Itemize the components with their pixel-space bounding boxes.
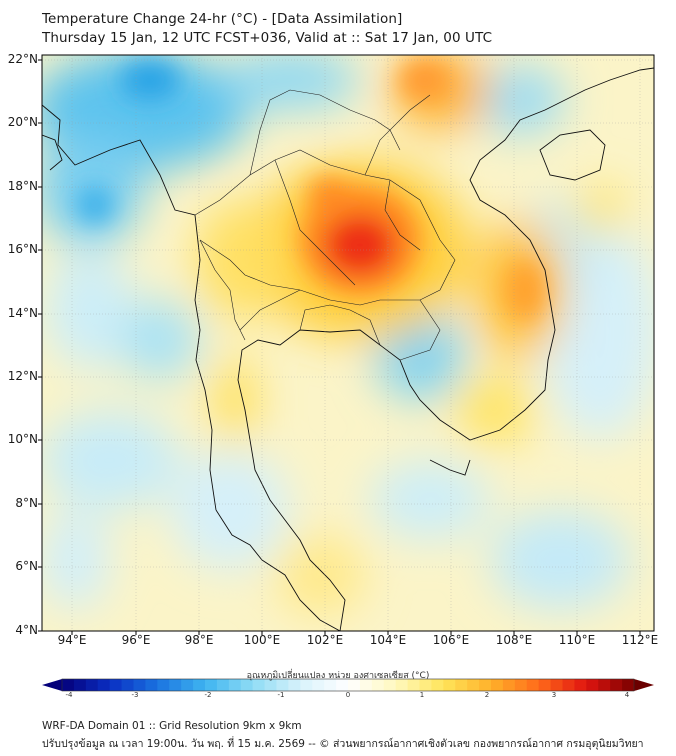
lon-label: 96°E bbox=[121, 633, 151, 647]
lat-label: 22°N bbox=[7, 52, 38, 66]
colorbar-cell bbox=[300, 679, 313, 691]
colorbar-cell bbox=[502, 679, 516, 691]
colorbar-tick: -4 bbox=[65, 691, 73, 699]
colorbar-tick: 3 bbox=[551, 691, 557, 699]
colorbar-tick: -2 bbox=[204, 691, 212, 699]
colorbar-cell bbox=[62, 679, 75, 691]
colorbar-cell bbox=[574, 679, 587, 691]
lat-label: 14°N bbox=[7, 306, 38, 320]
colorbar-tick: -1 bbox=[277, 691, 285, 699]
colorbar-tick: 2 bbox=[484, 691, 490, 699]
lon-label: 110°E bbox=[558, 633, 596, 647]
colorbar-cell bbox=[288, 679, 301, 691]
colorbar-cell bbox=[479, 679, 492, 691]
colorbar-cell bbox=[395, 679, 408, 691]
colorbar-cell bbox=[121, 679, 134, 691]
colorbar-cell bbox=[514, 679, 528, 691]
colorbar-cell bbox=[348, 679, 361, 691]
lat-label: 10°N bbox=[7, 432, 38, 446]
colorbar-low-arrow bbox=[42, 679, 62, 691]
colorbar-cell bbox=[491, 679, 504, 691]
colorbar-cell bbox=[228, 679, 242, 691]
colorbar-cell bbox=[97, 679, 111, 691]
colorbar-cell bbox=[407, 679, 420, 691]
colorbar-cell bbox=[383, 679, 397, 691]
colorbar-cell bbox=[264, 679, 277, 691]
colorbar-cell bbox=[359, 679, 373, 691]
colorbar-cell bbox=[240, 679, 254, 691]
colorbar-cell bbox=[371, 679, 385, 691]
colorbar-cell bbox=[193, 679, 206, 691]
lat-label: 20°N bbox=[7, 115, 38, 129]
colorbar-cell bbox=[133, 679, 146, 691]
colorbar-cell bbox=[145, 679, 158, 691]
lat-label: 8°N bbox=[15, 496, 38, 510]
colorbar-tick: 4 bbox=[624, 691, 630, 699]
colorbar-cell bbox=[538, 679, 551, 691]
colorbar-cell bbox=[455, 679, 468, 691]
colorbar-cell bbox=[109, 679, 122, 691]
colorbar-cell bbox=[598, 679, 611, 691]
colorbar-high-arrow bbox=[634, 679, 654, 691]
colorbar-cell bbox=[622, 679, 635, 691]
plot-frame bbox=[41, 54, 655, 632]
colorbar-cell bbox=[431, 679, 444, 691]
axis-ticks bbox=[38, 59, 641, 635]
graticule bbox=[42, 55, 654, 631]
lon-label: 106°E bbox=[432, 633, 470, 647]
temperature-field bbox=[42, 55, 654, 631]
colorbar-title: อุณหภูมิเปลี่ยนแปลง หน่วย องศาเซลเซียส (… bbox=[246, 671, 430, 681]
colorbar-tick: -3 bbox=[131, 691, 139, 699]
colorbar-cell bbox=[216, 679, 230, 691]
lat-label: 18°N bbox=[7, 179, 38, 193]
footer-model-info: WRF-DA Domain 01 :: Grid Resolution 9km … bbox=[42, 720, 302, 732]
colorbar-tick: 0 bbox=[345, 691, 351, 699]
colorbar-tick: 1 bbox=[419, 691, 425, 699]
colorbar-cell bbox=[85, 679, 99, 691]
lon-label: 112°E bbox=[621, 633, 659, 647]
lat-label: 12°N bbox=[7, 369, 38, 383]
map-title: Temperature Change 24-hr (°C) - [Data As… bbox=[42, 11, 403, 27]
country-borders bbox=[194, 89, 456, 361]
colorbar-cell bbox=[336, 679, 349, 691]
colorbar-cell bbox=[526, 679, 540, 691]
colorbar-cell bbox=[443, 679, 456, 691]
colorbar bbox=[42, 678, 654, 692]
lat-label: 6°N bbox=[15, 559, 38, 573]
lat-label: 4°N bbox=[15, 623, 38, 637]
colorbar-cell bbox=[550, 679, 563, 691]
colorbar-cell bbox=[252, 679, 265, 691]
colorbar-cell bbox=[157, 679, 170, 691]
colorbar-cell bbox=[169, 679, 182, 691]
colorbar-cell bbox=[276, 679, 289, 691]
colorbar-cell bbox=[610, 679, 623, 691]
colorbar-cell bbox=[73, 679, 87, 691]
colorbar-cell bbox=[586, 679, 599, 691]
colorbar-cell bbox=[181, 679, 194, 691]
lon-label: 100°E bbox=[243, 633, 281, 647]
lon-label: 94°E bbox=[57, 633, 87, 647]
lon-label: 102°E bbox=[306, 633, 344, 647]
lon-label: 104°E bbox=[369, 633, 407, 647]
lon-label: 98°E bbox=[184, 633, 214, 647]
map-subtitle: Thursday 15 Jan, 12 UTC FCST+036, Valid … bbox=[42, 30, 493, 46]
lat-label: 16°N bbox=[7, 242, 38, 256]
colorbar-cell bbox=[467, 679, 480, 691]
colorbar-cell bbox=[312, 679, 325, 691]
colorbar-cell bbox=[562, 679, 575, 691]
colorbar-cell bbox=[419, 679, 432, 691]
footer-update-info: ปรับปรุงข้อมูล ณ เวลา 19:00น. วัน พฤ. ที… bbox=[42, 738, 644, 750]
colorbar-cell bbox=[205, 679, 218, 691]
colorbar-cell bbox=[324, 679, 337, 691]
lon-label: 108°E bbox=[495, 633, 533, 647]
coastlines bbox=[42, 67, 654, 631]
